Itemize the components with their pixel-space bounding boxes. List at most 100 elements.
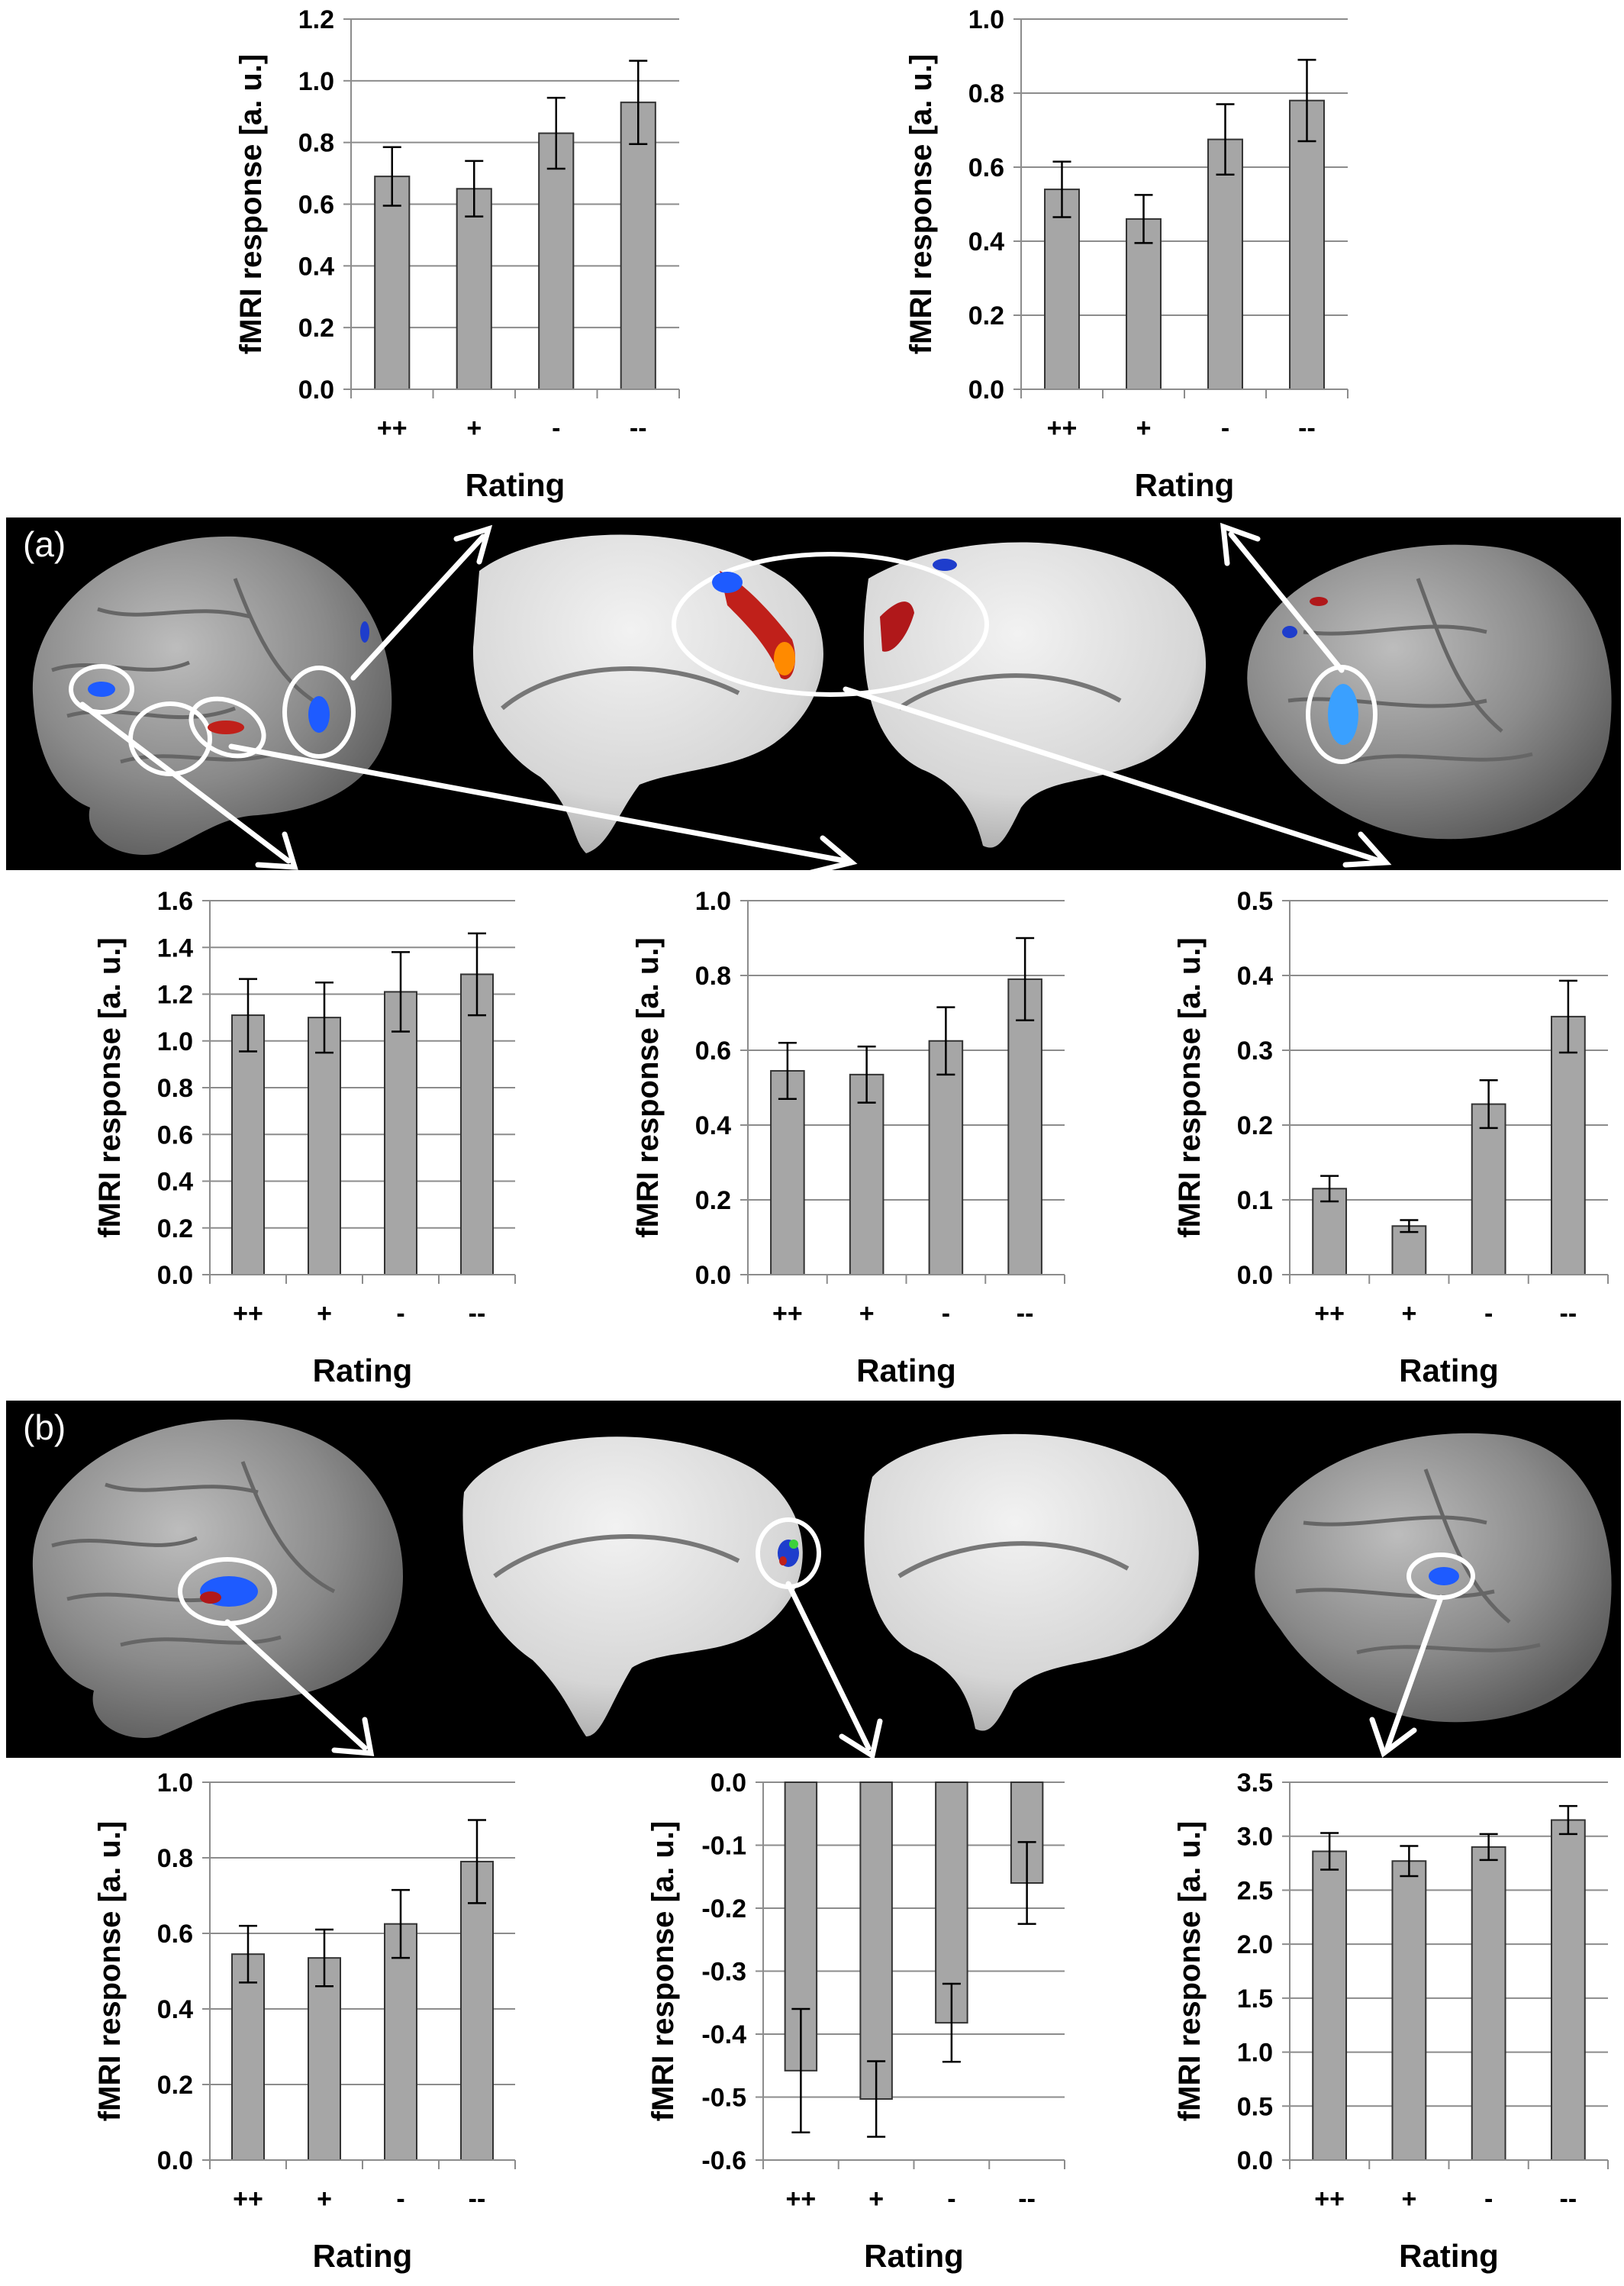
x-tick-label: - xyxy=(1221,414,1229,443)
x-tick-label: + xyxy=(1401,2184,1416,2213)
y-tick-label: 1.0 xyxy=(157,1027,193,1056)
y-tick-label: 0.3 xyxy=(1237,1037,1273,1066)
y-axis-title: fMRI response [a. u.] xyxy=(1173,937,1207,1237)
x-axis-title: Rating xyxy=(466,467,566,503)
y-axis-title: fMRI response [a. u.] xyxy=(93,937,127,1237)
bar-chart-a-bottom-left: 0.00.20.40.60.81.01.21.41.6++ + - --Ratingf… xyxy=(93,887,516,1388)
y-tick-label: 3.5 xyxy=(1237,1769,1273,1798)
y-axis-title: fMRI response [a. u.] xyxy=(904,54,938,354)
x-axis-title: Rating xyxy=(864,2238,964,2274)
bar-chart-b-right: 0.00.51.01.52.02.53.03.5++ + - --RatingfMRI… xyxy=(1173,1769,1609,2274)
y-tick-label: 0.2 xyxy=(157,1214,193,1243)
y-tick-label: 0.1 xyxy=(1237,1186,1273,1215)
x-tick-label: -- xyxy=(469,1299,486,1328)
x-tick-label: - xyxy=(942,1299,950,1328)
y-tick-label: 0.5 xyxy=(1237,887,1273,916)
bar xyxy=(538,132,575,391)
x-tick-label: -- xyxy=(1298,414,1316,443)
y-tick-label: 0.4 xyxy=(157,1995,193,2024)
y-tick-label: 0.2 xyxy=(157,2071,193,2100)
x-tick-label: + xyxy=(466,414,482,443)
x-tick-label: ++ xyxy=(786,2184,817,2213)
bar xyxy=(849,1073,884,1275)
bar xyxy=(308,1957,341,2161)
y-tick-label: 0.8 xyxy=(157,1844,193,1873)
y-tick-label: 1.0 xyxy=(1237,2039,1273,2068)
bar xyxy=(1312,1188,1348,1275)
y-tick-label: -0.6 xyxy=(701,2146,746,2175)
x-axis-title: Rating xyxy=(1135,467,1235,503)
y-tick-label: 0.4 xyxy=(298,252,334,281)
bar xyxy=(1289,99,1325,390)
bar xyxy=(231,1953,265,2161)
x-tick-label: + xyxy=(317,1299,332,1328)
y-tick-label: 0.0 xyxy=(298,376,334,405)
brain-lateral-left-a xyxy=(32,522,1612,870)
x-axis-title: Rating xyxy=(1399,2238,1499,2274)
x-tick-label: + xyxy=(1401,1299,1416,1328)
y-tick-label: 0.6 xyxy=(298,191,334,220)
x-tick-label: ++ xyxy=(1314,2184,1345,2213)
y-tick-label: -0.3 xyxy=(701,1958,746,1987)
x-tick-label: + xyxy=(1136,414,1152,443)
bar xyxy=(384,1923,417,2161)
y-tick-label: 0.0 xyxy=(710,1769,746,1798)
x-tick-label: + xyxy=(859,1299,875,1328)
brain-panel-b: (b) xyxy=(6,1401,1621,1758)
x-tick-label: -- xyxy=(1560,2184,1577,2213)
bar xyxy=(1207,138,1243,390)
bar xyxy=(770,1069,805,1275)
y-tick-label: 2.0 xyxy=(1237,1930,1273,1959)
y-tick-label: 0.2 xyxy=(968,301,1004,330)
y-tick-label: 1.0 xyxy=(695,887,731,916)
y-tick-label: 0.4 xyxy=(1237,962,1273,991)
x-tick-label: - xyxy=(947,2184,955,2213)
y-tick-label: 0.2 xyxy=(298,314,334,343)
bar xyxy=(374,176,411,390)
y-tick-label: 1.2 xyxy=(157,981,193,1010)
bar xyxy=(1391,1860,1427,2161)
y-tick-label: -0.5 xyxy=(701,2084,746,2113)
bar xyxy=(308,1017,341,1275)
bar xyxy=(1471,1103,1506,1275)
y-tick-label: 0.6 xyxy=(157,1120,193,1149)
y-axis-title: fMRI response [a. u.] xyxy=(1173,1821,1207,2121)
x-tick-label: ++ xyxy=(772,1299,803,1328)
x-tick-label: ++ xyxy=(1314,1299,1345,1328)
bar xyxy=(460,1860,494,2161)
y-tick-label: 0.0 xyxy=(1237,1261,1273,1290)
x-tick-label: -- xyxy=(1018,2184,1036,2213)
bar xyxy=(1391,1225,1427,1275)
x-axis-title: Rating xyxy=(1399,1353,1499,1388)
panel-label-b: (b) xyxy=(23,1407,66,1447)
bar xyxy=(1007,978,1042,1275)
y-tick-label: 0.8 xyxy=(695,962,731,991)
bar xyxy=(1471,1846,1506,2161)
y-tick-label: 1.0 xyxy=(157,1769,193,1798)
y-axis-title: fMRI response [a. u.] xyxy=(93,1821,127,2121)
x-tick-label: -- xyxy=(469,2184,486,2213)
y-tick-label: 0.6 xyxy=(968,153,1004,182)
x-tick-label: -- xyxy=(630,414,647,443)
x-axis-title: Rating xyxy=(856,1353,956,1388)
y-tick-label: 0.6 xyxy=(157,1920,193,1949)
y-axis-title: fMRI response [a. u.] xyxy=(646,1821,680,2121)
y-tick-label: 0.0 xyxy=(157,1261,193,1290)
bar xyxy=(231,1014,265,1275)
x-tick-label: + xyxy=(868,2184,884,2213)
bar-chart-b-middle: 0.0-0.1-0.2-0.3-0.4-0.5-0.6++ + - --Ratingf… xyxy=(646,1769,1065,2274)
x-tick-label: ++ xyxy=(377,414,408,443)
x-axis-title: Rating xyxy=(313,1353,413,1388)
x-tick-label: ++ xyxy=(233,1299,263,1328)
bar xyxy=(935,1781,968,2024)
y-tick-label: 0.4 xyxy=(695,1111,731,1140)
y-tick-label: -0.4 xyxy=(701,2020,746,2049)
y-tick-label: 1.2 xyxy=(298,5,334,34)
y-tick-label: 0.0 xyxy=(1237,2146,1273,2175)
y-tick-label: 1.0 xyxy=(968,5,1004,34)
bar xyxy=(1126,218,1162,390)
